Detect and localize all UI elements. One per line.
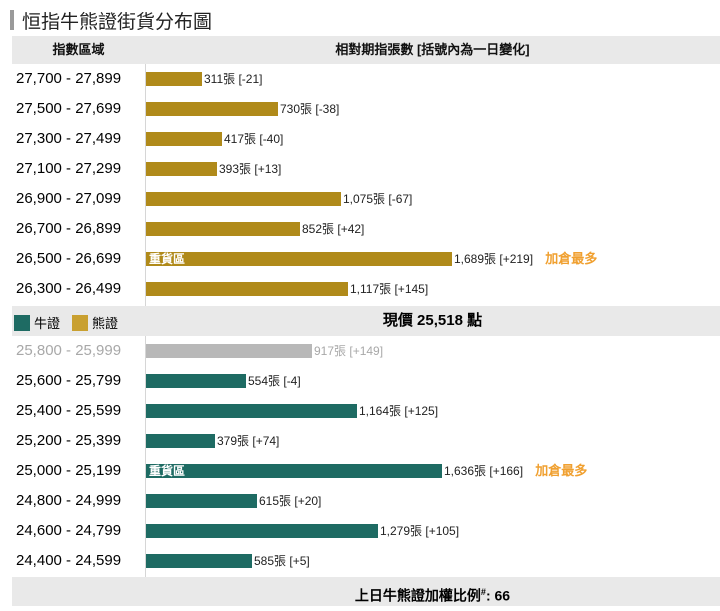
range-label: 25,600 - 25,799 bbox=[16, 372, 122, 389]
bear-row: 26,300 - 26,499 1,117張 [+145] bbox=[12, 274, 720, 304]
value-label: 393張 [+13] bbox=[219, 162, 282, 176]
value-label: 1,117張 [+145] bbox=[350, 282, 429, 296]
legend-bear-label: 熊證 bbox=[92, 316, 119, 331]
footer-sup: # bbox=[480, 587, 486, 597]
bear-row: 26,500 - 26,699 重貨區 1,689張 [+219] 加倉最多 bbox=[12, 244, 720, 274]
value-label: 730張 [-38] bbox=[280, 102, 340, 116]
bear-row: 26,700 - 26,899 852張 [+42] bbox=[12, 214, 720, 244]
footer-text: 上日牛熊證加權比例 bbox=[354, 587, 481, 604]
bull-bar bbox=[146, 344, 312, 358]
bull-row: 25,400 - 25,599 1,164張 [+125] bbox=[12, 396, 720, 426]
bull-bar bbox=[146, 524, 378, 538]
range-label: 26,500 - 26,699 bbox=[16, 250, 122, 267]
range-label: 27,300 - 27,499 bbox=[16, 130, 122, 147]
value-label: 379張 [+74] bbox=[217, 434, 280, 448]
bull-bar bbox=[146, 434, 215, 448]
range-label: 26,300 - 26,499 bbox=[16, 280, 122, 297]
bull-row: 25,000 - 25,199 重貨區 1,636張 [+166] 加倉最多 bbox=[12, 456, 720, 486]
legend-bear-swatch bbox=[72, 314, 89, 331]
range-label: 25,200 - 25,399 bbox=[16, 432, 122, 449]
bear-bar bbox=[146, 72, 202, 86]
heavy-zone-label: 重貨區 bbox=[149, 464, 186, 478]
value-label: 1,164張 [+125] bbox=[359, 404, 439, 418]
value-label: 311張 [-21] bbox=[204, 72, 263, 86]
title-accent-bar bbox=[10, 10, 14, 30]
range-label: 25,000 - 25,199 bbox=[16, 462, 122, 479]
value-label: 417張 [-40] bbox=[224, 132, 284, 146]
bull-bar: 重貨區 bbox=[146, 464, 442, 478]
value-label: 852張 [+42] bbox=[302, 222, 365, 236]
value-label: 1,636張 [+166] bbox=[444, 464, 524, 478]
current-price: 現價 25,518 點 bbox=[382, 312, 483, 329]
bear-bar bbox=[146, 222, 300, 236]
bull-bar bbox=[146, 554, 252, 568]
range-label: 27,500 - 27,699 bbox=[16, 100, 122, 117]
max-increase-note: 加倉最多 bbox=[535, 463, 588, 478]
bear-bar bbox=[146, 102, 278, 116]
chart-title: 恒指牛熊證街貨分布圖 bbox=[22, 11, 213, 33]
range-label: 24,800 - 24,999 bbox=[16, 492, 122, 509]
heavy-zone-label: 重貨區 bbox=[149, 252, 186, 266]
range-label: 25,800 - 25,999 bbox=[16, 342, 122, 359]
bear-bar bbox=[146, 132, 222, 146]
value-label: 1,075張 [-67] bbox=[343, 192, 413, 206]
header-bars-label: 相對期指張數 [括號內為一日變化] bbox=[335, 42, 530, 57]
bear-row: 26,900 - 27,099 1,075張 [-67] bbox=[12, 184, 720, 214]
axis-divider-bottom bbox=[145, 336, 146, 577]
value-label: 917張 [+149] bbox=[314, 344, 384, 358]
value-label: 615張 [+20] bbox=[259, 494, 322, 508]
bear-row: 27,100 - 27,299 393張 [+13] bbox=[12, 154, 720, 184]
range-label: 26,900 - 27,099 bbox=[16, 190, 122, 207]
range-label: 24,400 - 24,599 bbox=[16, 552, 122, 569]
footer-row: 上日牛熊證加權比例#: 66 bbox=[12, 577, 720, 606]
value-label: 1,689張 [+219] bbox=[454, 252, 534, 266]
legend-bull-label: 牛證 bbox=[34, 316, 61, 331]
range-label: 26,700 - 26,899 bbox=[16, 220, 122, 237]
bull-bar bbox=[146, 404, 357, 418]
current-price-row: 牛證 熊證 現價 25,518 點 bbox=[12, 306, 720, 336]
title-block: 恒指牛熊證街貨分布圖 bbox=[10, 8, 213, 33]
max-increase-note: 加倉最多 bbox=[545, 251, 598, 266]
footer-ratio: 上日牛熊證加權比例#: 66 bbox=[145, 577, 720, 611]
value-label: 585張 [+5] bbox=[254, 554, 310, 568]
range-label: 27,700 - 27,899 bbox=[16, 70, 122, 87]
bear-bar: 重貨區 bbox=[146, 252, 452, 266]
bull-row: 25,800 - 25,999 917張 [+149] bbox=[12, 336, 720, 366]
bull-row: 24,800 - 24,999 615張 [+20] bbox=[12, 486, 720, 516]
bear-bar bbox=[146, 192, 341, 206]
bear-row: 27,500 - 27,699 730張 [-38] bbox=[12, 94, 720, 124]
bull-row: 25,600 - 25,799 554張 [-4] bbox=[12, 366, 720, 396]
legend-bull-swatch bbox=[14, 314, 30, 331]
table-header: 指數區域 相對期指張數 [括號內為一日變化] bbox=[12, 36, 720, 64]
value-label: 554張 [-4] bbox=[248, 374, 301, 388]
bull-row: 24,600 - 24,799 1,279張 [+105] bbox=[12, 516, 720, 546]
bear-bar bbox=[146, 282, 348, 296]
bull-bar bbox=[146, 374, 246, 388]
bear-row: 27,700 - 27,899 311張 [-21] bbox=[12, 64, 720, 94]
range-label: 27,100 - 27,299 bbox=[16, 160, 122, 177]
bear-bar bbox=[146, 162, 217, 176]
bull-row: 24,400 - 24,599 585張 [+5] bbox=[12, 546, 720, 576]
bull-bar bbox=[146, 494, 257, 508]
value-label: 1,279張 [+105] bbox=[380, 524, 460, 538]
bear-row: 27,300 - 27,499 417張 [-40] bbox=[12, 124, 720, 154]
legend: 牛證 熊證 bbox=[14, 313, 130, 332]
footer-value: : 66 bbox=[485, 587, 511, 604]
range-label: 25,400 - 25,599 bbox=[16, 402, 122, 419]
axis-divider-top bbox=[145, 64, 146, 306]
header-range-label: 指數區域 bbox=[52, 42, 105, 57]
bull-row: 25,200 - 25,399 379張 [+74] bbox=[12, 426, 720, 456]
range-label: 24,600 - 24,799 bbox=[16, 522, 122, 539]
